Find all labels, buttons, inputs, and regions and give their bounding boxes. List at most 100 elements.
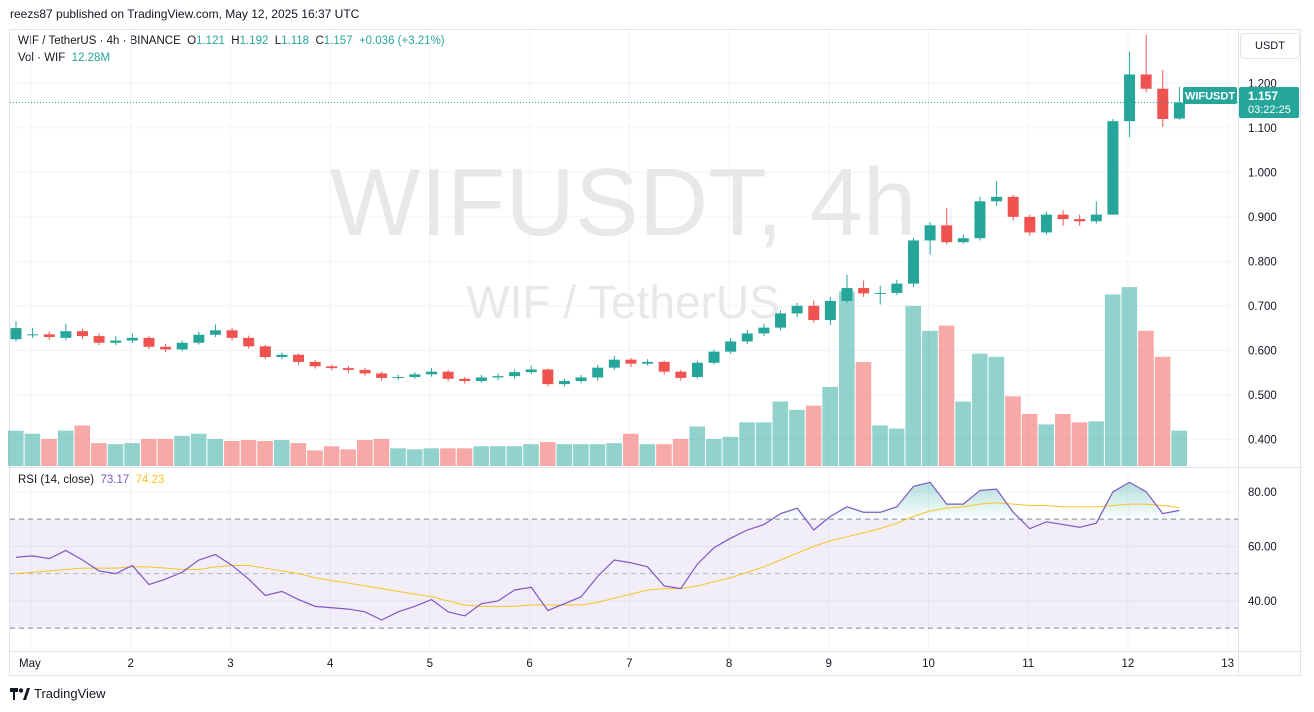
change-value: +0.036 (+3.21%) xyxy=(358,35,445,47)
tradingview-logo-icon xyxy=(10,687,30,700)
rsi-tick-label: 60.00 xyxy=(1248,541,1277,553)
candle-body xyxy=(708,351,720,363)
volume-bar xyxy=(622,433,639,466)
close-value: 1.157 xyxy=(323,35,353,47)
candle-body xyxy=(791,305,803,314)
volume-bar xyxy=(955,401,971,466)
volume-bar xyxy=(1088,421,1104,466)
price-tick-label: 0.400 xyxy=(1248,434,1277,446)
price-tick-label: 1.000 xyxy=(1248,167,1277,179)
candle-body xyxy=(758,327,770,334)
volume-bar xyxy=(971,353,988,466)
candle-body xyxy=(259,346,271,357)
candle-body xyxy=(675,371,687,378)
chart-frame xyxy=(9,29,1301,676)
time-tick-label: May xyxy=(19,658,41,670)
low-label: L xyxy=(274,35,282,47)
volume-bar xyxy=(1005,396,1021,466)
time-tick-label: 6 xyxy=(526,658,532,670)
candle-body xyxy=(691,362,703,378)
volume-bar xyxy=(273,440,290,466)
candle-body xyxy=(409,374,421,378)
candle-body xyxy=(509,372,521,377)
candle-body xyxy=(1040,214,1052,233)
volume-bar xyxy=(1021,414,1038,466)
candle-body xyxy=(1124,74,1136,122)
time-tick-label: 11 xyxy=(1022,658,1034,670)
candle-body xyxy=(924,225,936,241)
volume-bar xyxy=(822,386,838,466)
candle-body xyxy=(1140,74,1152,89)
volume-bar xyxy=(573,444,589,466)
volume-bar xyxy=(57,430,74,466)
volume-bar xyxy=(323,446,340,466)
candle-body xyxy=(342,368,354,370)
candle-body xyxy=(625,359,637,364)
last-price-tag xyxy=(1239,87,1299,118)
candle-body xyxy=(309,361,321,367)
price-tick-label: 0.600 xyxy=(1248,345,1277,357)
volume-bar xyxy=(523,444,539,466)
volume-bar xyxy=(307,450,323,466)
candle-body xyxy=(1107,121,1119,215)
rsi-ma-value: 74.23 xyxy=(135,474,165,486)
time-tick-label: 2 xyxy=(128,658,134,670)
time-tick-label: 3 xyxy=(227,658,233,670)
volume-bar xyxy=(107,444,124,466)
volume-bar xyxy=(423,448,440,466)
volume-bar xyxy=(789,409,805,466)
volume-bar xyxy=(739,422,755,466)
candle-body xyxy=(93,336,105,343)
tradingview-logo[interactable]: TradingView xyxy=(10,686,106,701)
volume-bar xyxy=(74,425,91,466)
candle-body xyxy=(160,346,172,350)
low-value: 1.118 xyxy=(281,35,310,47)
candle-body xyxy=(1074,219,1086,222)
volume-bar xyxy=(24,433,41,466)
symbol-label: WIF / TetherUS · 4h · BINANCE xyxy=(18,35,181,47)
rsi-label: RSI (14, close) xyxy=(18,474,95,486)
volume-bar xyxy=(1055,414,1071,466)
candle-body xyxy=(176,342,188,350)
candle-body xyxy=(558,381,570,385)
volume-bar xyxy=(639,444,656,466)
candle-body xyxy=(243,337,255,347)
candle-body xyxy=(907,240,919,284)
volume-bar xyxy=(888,428,905,466)
volume-bar xyxy=(539,442,556,466)
volume-bar xyxy=(224,441,240,466)
price-tick-label: 1.100 xyxy=(1248,123,1277,135)
volume-bar xyxy=(905,305,922,466)
candle-body xyxy=(76,331,88,337)
candle-body xyxy=(126,337,138,341)
volume-bar xyxy=(1071,422,1088,466)
candle-body xyxy=(891,283,903,293)
rsi-ma-line xyxy=(15,502,1180,607)
volume-bar xyxy=(8,430,24,466)
candle-body xyxy=(27,334,39,336)
volume-bar xyxy=(938,325,955,466)
candle-body xyxy=(10,328,22,340)
candle-body xyxy=(542,369,554,385)
currency-button[interactable]: USDT xyxy=(1240,33,1300,59)
volume-bar xyxy=(672,438,689,466)
candle-body xyxy=(841,288,853,301)
candle-body xyxy=(1173,102,1185,119)
volume-bar xyxy=(91,443,107,466)
candle-body xyxy=(575,377,587,382)
open-label: O xyxy=(187,35,197,47)
volume-label: Vol · WIF xyxy=(18,52,66,64)
volume-bar xyxy=(174,435,190,466)
volume-bar xyxy=(1121,287,1138,466)
candle-body xyxy=(741,333,753,342)
candle-body xyxy=(442,371,454,379)
volume-legend: Vol · WIF 12.28M xyxy=(18,52,110,64)
volume-bar xyxy=(41,438,57,466)
close-label: C xyxy=(315,35,324,47)
watermark-symbol: WIFUSDT, 4h xyxy=(330,149,917,256)
volume-bar xyxy=(755,422,772,466)
candle-body xyxy=(808,305,820,321)
candle-body xyxy=(143,337,155,347)
candle-body xyxy=(475,377,487,382)
